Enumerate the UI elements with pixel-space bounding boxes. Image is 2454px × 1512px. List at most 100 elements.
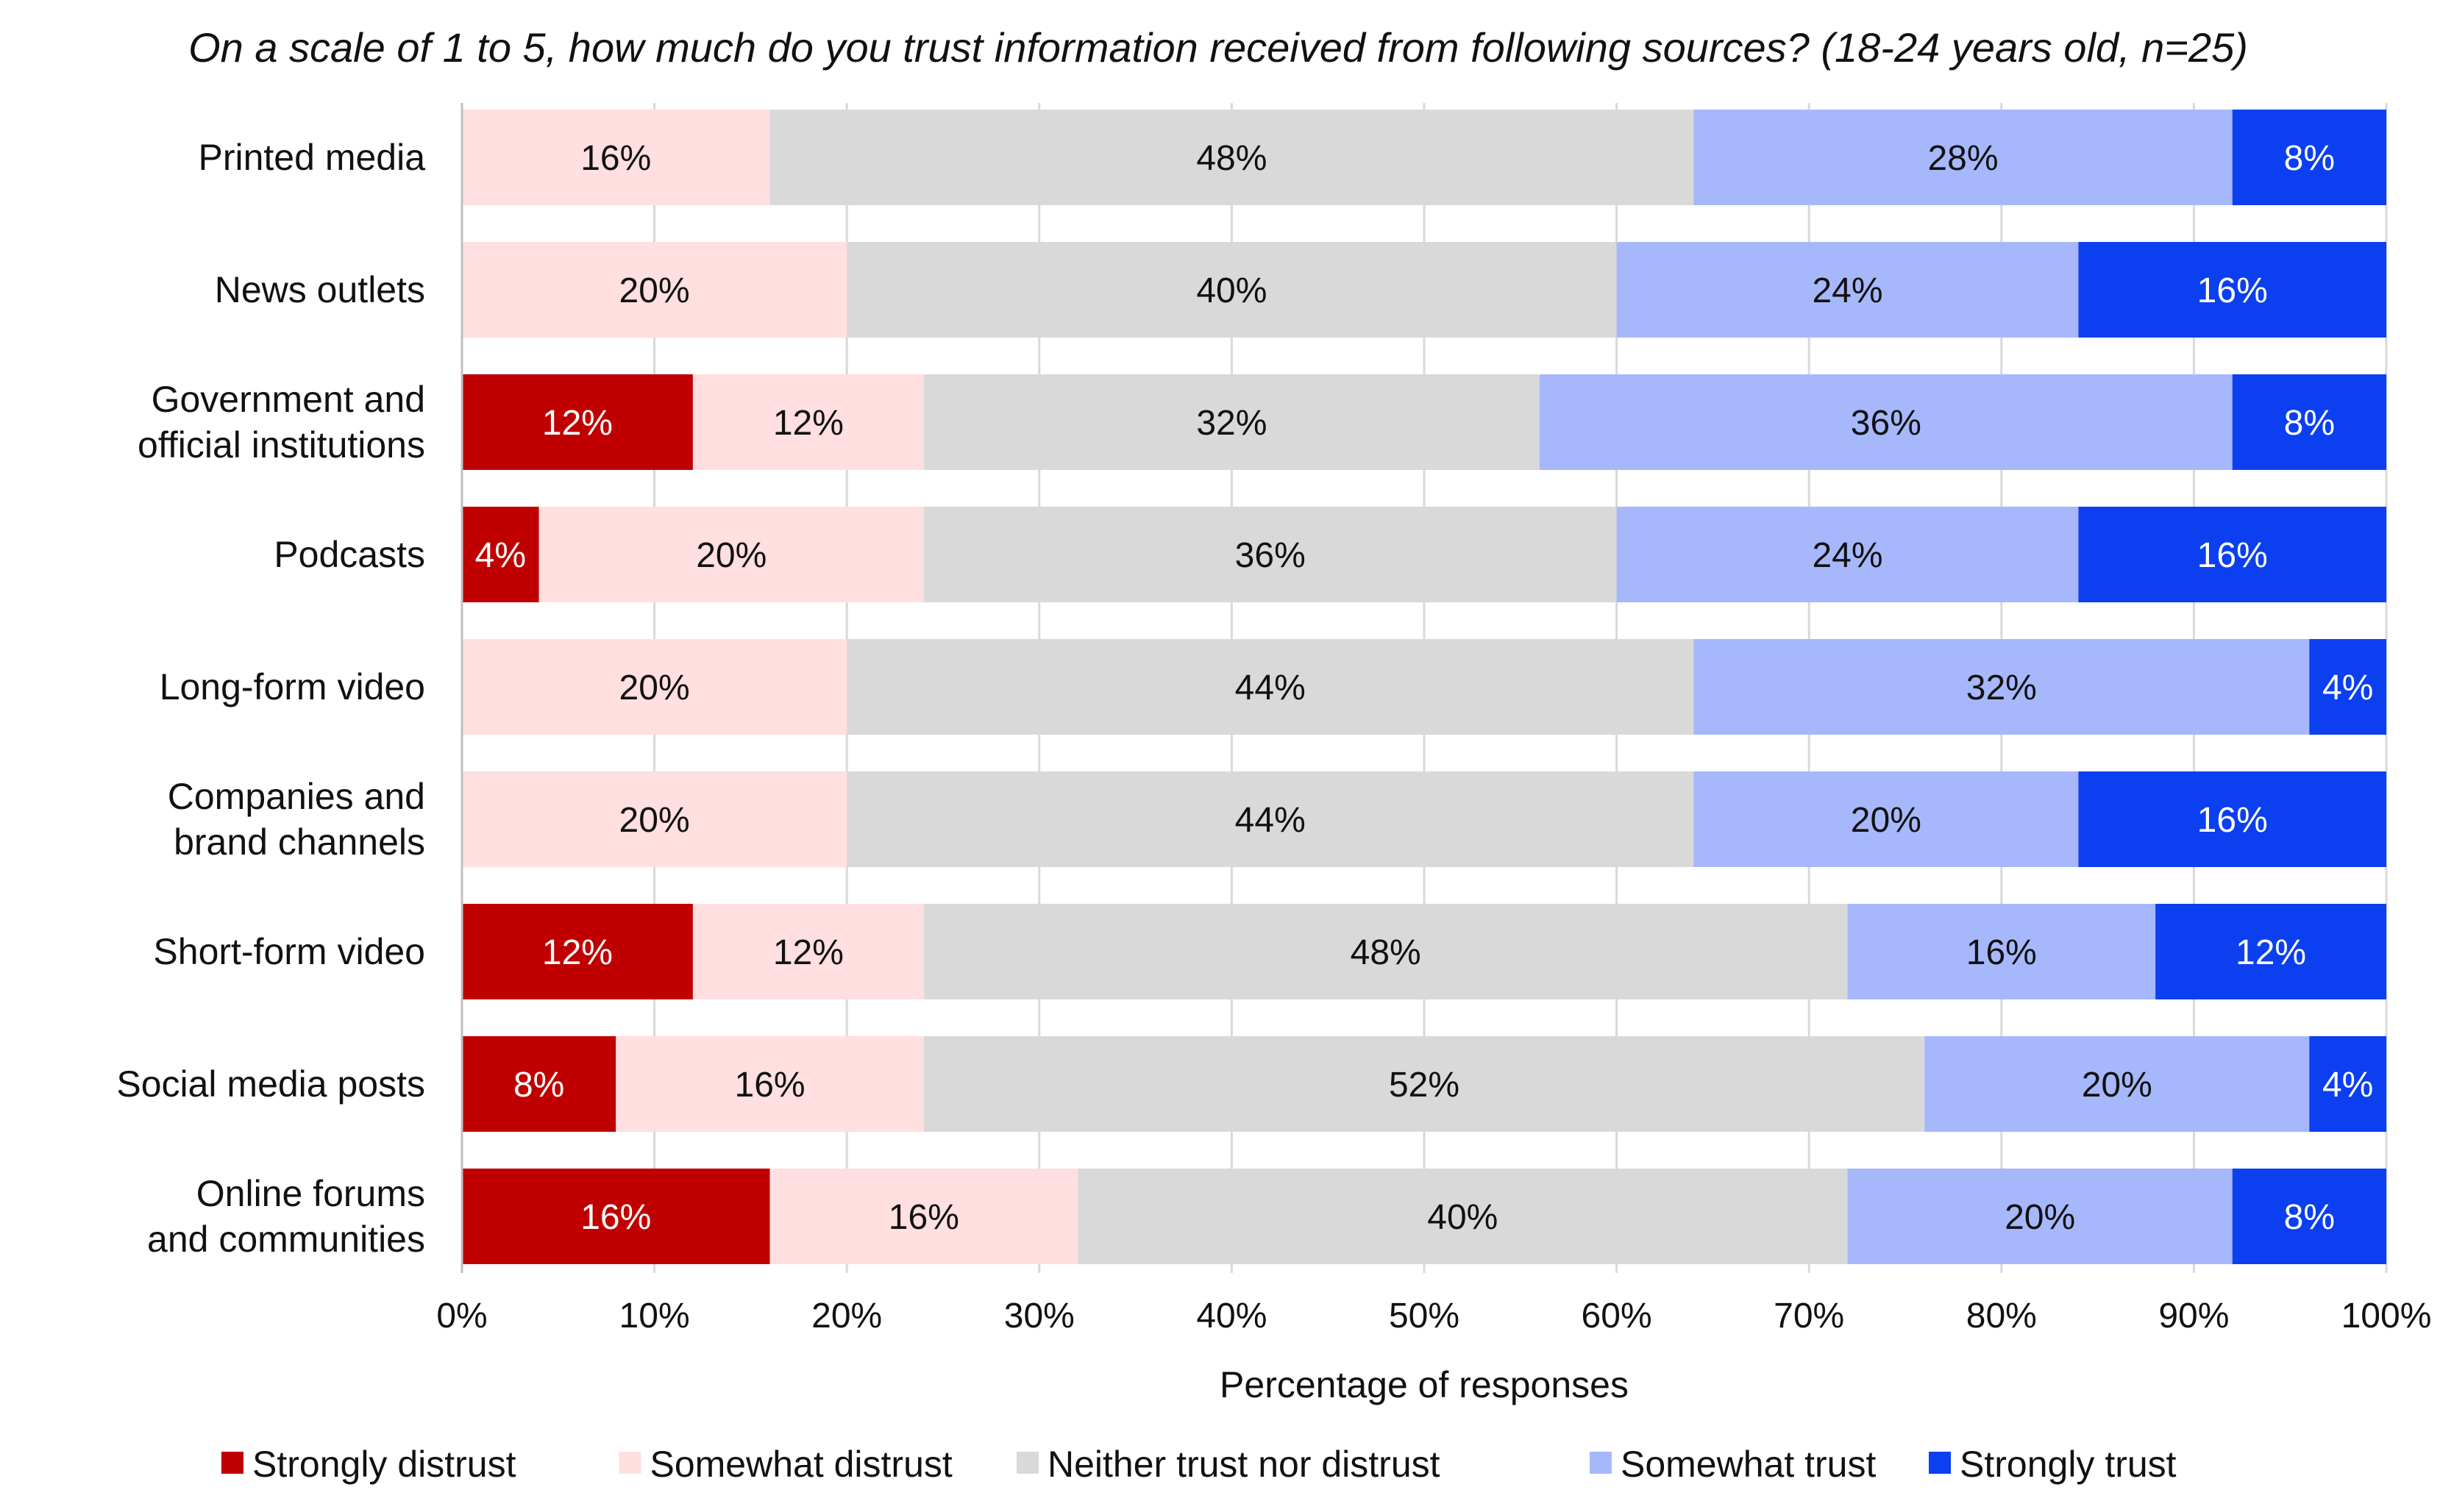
data-label: 20% xyxy=(2082,1066,2152,1105)
data-label: 12% xyxy=(2236,933,2306,972)
x-tick-label: 90% xyxy=(2158,1297,2229,1336)
data-label: 12% xyxy=(773,404,844,443)
data-label: 36% xyxy=(1235,536,1306,575)
bar-segment xyxy=(2232,1169,2386,1264)
bar-segment xyxy=(923,374,1540,470)
data-label: 8% xyxy=(2284,404,2335,443)
bar-segment xyxy=(1693,639,2310,735)
bar-segment xyxy=(692,904,924,999)
legend-label: Neither trust nor distrust xyxy=(1048,1444,1440,1485)
bar-segment xyxy=(2155,904,2386,999)
data-label: 20% xyxy=(619,801,690,840)
legend-swatch xyxy=(1590,1452,1612,1474)
category-label: and communities xyxy=(147,1219,425,1260)
bar-segment xyxy=(1693,110,2233,205)
data-label: 24% xyxy=(1812,536,1882,575)
x-axis: 0% 10% 20% 30% 40% 50% 60% 70% 80% 90% 100% xyxy=(436,103,2431,1336)
bar-segment xyxy=(1847,1169,2233,1264)
data-label: 40% xyxy=(1196,271,1267,310)
bar-segment xyxy=(1924,1036,2310,1132)
bar-segment xyxy=(2309,1036,2386,1132)
x-tick-label: 80% xyxy=(1966,1297,2037,1336)
legend-label: Strongly trust xyxy=(1960,1444,2177,1485)
chart-title: On a scale of 1 to 5, how much do you tr… xyxy=(188,24,2248,71)
data-label: 4% xyxy=(2322,1066,2373,1105)
x-axis-title: Percentage of responses xyxy=(1220,1364,1629,1405)
data-label: 40% xyxy=(1427,1198,1498,1237)
data-label: 20% xyxy=(1851,801,1921,840)
bar-segment xyxy=(847,242,1617,338)
data-label: 20% xyxy=(696,536,767,575)
x-tick-label: 100% xyxy=(2341,1297,2432,1336)
data-label: 52% xyxy=(1389,1066,1459,1105)
legend-label: Strongly distrust xyxy=(252,1444,516,1485)
category-label: Companies and xyxy=(168,776,425,817)
data-label: 16% xyxy=(1966,933,2037,972)
bar-segment xyxy=(1616,242,2079,338)
bar-segment xyxy=(692,374,924,470)
data-label: 8% xyxy=(2284,1198,2335,1237)
data-label: 24% xyxy=(1812,271,1882,310)
bar-segment xyxy=(2309,639,2386,735)
bar-segment xyxy=(2232,374,2386,470)
bar-segment xyxy=(923,904,1848,999)
data-label: 4% xyxy=(2322,668,2373,707)
data-label: 16% xyxy=(580,139,651,178)
data-label: 8% xyxy=(2284,139,2335,178)
data-label: 4% xyxy=(475,536,526,575)
x-tick-label: 20% xyxy=(811,1297,882,1336)
legend: Strongly distrust Somewhat distrust Neithe… xyxy=(221,1444,2177,1485)
x-tick-label: 10% xyxy=(619,1297,690,1336)
bar-segment xyxy=(2078,771,2386,867)
x-tick-label: 50% xyxy=(1389,1297,1459,1336)
category-axis: Printed media News outlets Government ando… xyxy=(116,137,425,1260)
category-label: Printed media xyxy=(199,137,426,178)
legend-swatch xyxy=(1929,1452,1951,1474)
data-label: 20% xyxy=(2005,1198,2075,1237)
category-label: Podcasts xyxy=(274,534,425,575)
category-label: Long-form video xyxy=(160,666,425,707)
x-tick-label: 0% xyxy=(436,1297,487,1336)
data-label: 12% xyxy=(542,933,613,972)
x-tick-label: 30% xyxy=(1004,1297,1075,1336)
data-label: 32% xyxy=(1966,668,2037,707)
bar-segment xyxy=(1847,904,2156,999)
data-label: 36% xyxy=(1851,404,1921,443)
x-tick-label: 40% xyxy=(1196,1297,1267,1336)
bar-segment xyxy=(462,904,693,999)
data-label: 16% xyxy=(2197,536,2268,575)
x-tick-label: 70% xyxy=(1774,1297,1844,1336)
bar-segment xyxy=(2078,242,2386,338)
bar-segment xyxy=(923,1036,1925,1132)
bar-segment xyxy=(462,242,847,338)
bar-segment xyxy=(462,771,847,867)
data-label: 16% xyxy=(889,1198,959,1237)
data-label: 12% xyxy=(773,933,844,972)
category-label: brand channels xyxy=(174,821,425,863)
bar-segment xyxy=(769,110,1694,205)
bar-segment xyxy=(1078,1169,1848,1264)
legend-swatch xyxy=(1017,1452,1039,1474)
data-label: 12% xyxy=(542,404,613,443)
legend-label: Somewhat distrust xyxy=(650,1444,953,1485)
bar-segment xyxy=(1616,507,2079,602)
legend-swatch xyxy=(221,1452,243,1474)
bar-segment xyxy=(1693,771,2079,867)
bar-segment xyxy=(462,110,770,205)
data-label: 20% xyxy=(619,271,690,310)
data-label: 32% xyxy=(1196,404,1267,443)
data-label: 16% xyxy=(580,1198,651,1237)
bar-segment xyxy=(462,1036,616,1132)
bar-segment xyxy=(462,1169,770,1264)
bar-segment xyxy=(462,639,847,735)
bar-segment xyxy=(847,771,1694,867)
data-label: 8% xyxy=(513,1066,564,1105)
bar-segment xyxy=(2078,507,2386,602)
data-label: 44% xyxy=(1235,801,1306,840)
category-label: official institutions xyxy=(138,424,425,466)
legend-label: Somewhat trust xyxy=(1621,1444,1876,1485)
data-label: 48% xyxy=(1351,933,1421,972)
bar-segment xyxy=(462,507,539,602)
